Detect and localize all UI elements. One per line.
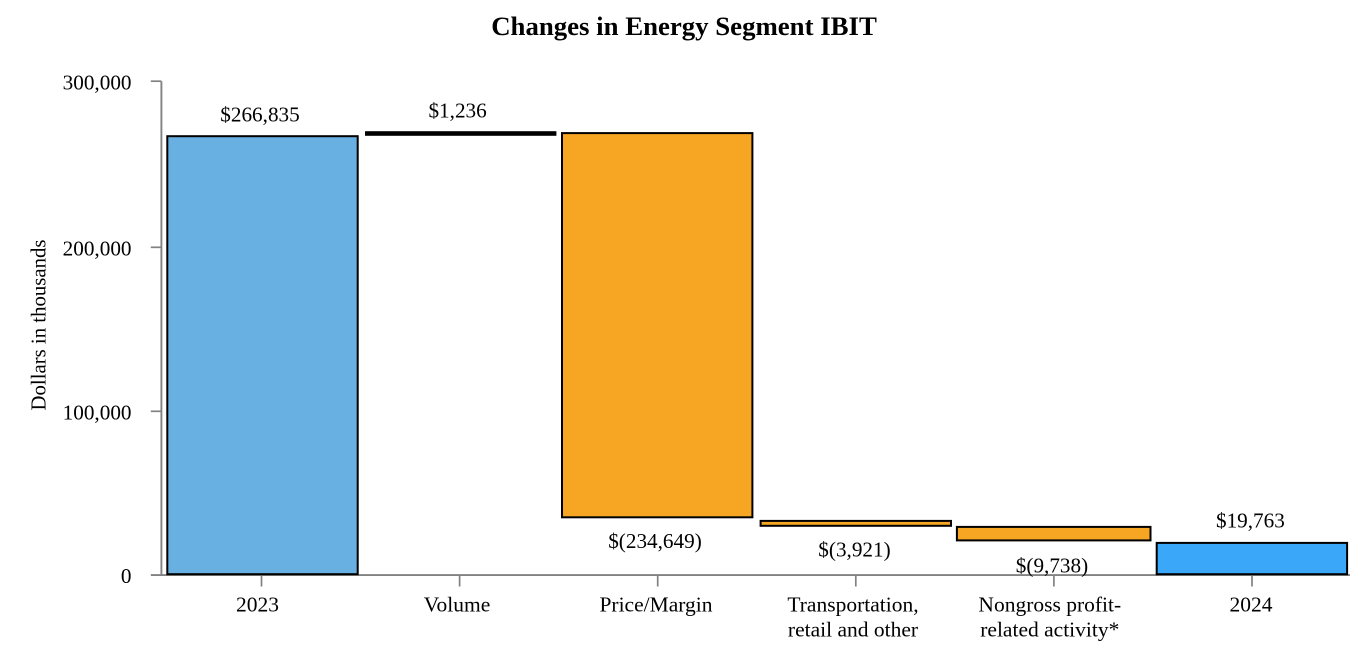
svg-text:retail and other: retail and other [788, 617, 918, 641]
svg-text:Volume: Volume [424, 592, 491, 616]
svg-text:$(9,738): $(9,738) [1016, 554, 1088, 578]
svg-text:200,000: 200,000 [63, 237, 132, 261]
svg-text:$19,763: $19,763 [1216, 509, 1285, 533]
svg-text:2023: 2023 [236, 592, 279, 616]
svg-text:0: 0 [121, 564, 132, 588]
svg-text:$266,835: $266,835 [220, 103, 299, 127]
svg-text:Transportation,: Transportation, [787, 592, 918, 616]
svg-text:Changes in Energy Segment IBIT: Changes in Energy Segment IBIT [491, 11, 877, 41]
svg-text:Price/Margin: Price/Margin [599, 592, 712, 616]
svg-text:Nongross profit-: Nongross profit- [978, 592, 1121, 616]
svg-text:100,000: 100,000 [63, 401, 132, 425]
svg-text:$1,236: $1,236 [428, 99, 486, 123]
svg-text:$(234,649): $(234,649) [608, 529, 702, 553]
svg-text:related activity*: related activity* [980, 617, 1119, 641]
svg-text:Dollars in thousands: Dollars in thousands [28, 240, 51, 411]
svg-text:$(3,921): $(3,921) [818, 537, 890, 561]
svg-text:300,000: 300,000 [63, 71, 132, 95]
svg-text:2024: 2024 [1230, 592, 1273, 616]
